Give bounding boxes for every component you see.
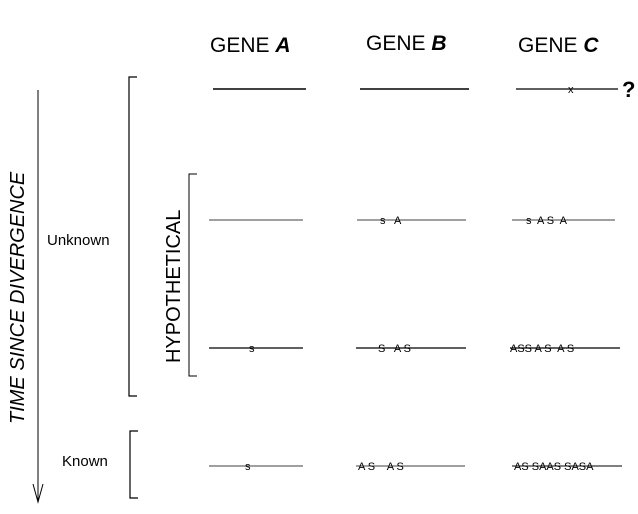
gene-a-marks-h2: s bbox=[249, 343, 255, 355]
gene-b-marks-h2: S A S bbox=[378, 343, 411, 355]
gene-b-marks-known: A S A S bbox=[358, 461, 404, 473]
gene-c-marks-h2: ASS A S A S bbox=[510, 343, 574, 355]
unknown-label: Unknown bbox=[47, 232, 110, 249]
hypothetical-bracket bbox=[188, 173, 197, 377]
gene-a-header: GENE A bbox=[210, 34, 291, 57]
time-axis-arrowhead bbox=[32, 483, 44, 504]
gene-c-marks-known: AS SAAS SASA bbox=[514, 461, 594, 473]
gene-c-marks-h1: s A S A bbox=[526, 215, 568, 227]
known-bracket bbox=[129, 430, 138, 499]
unknown-bracket bbox=[128, 76, 137, 397]
time-axis-label: TIME SINCE DIVERGENCE bbox=[7, 171, 29, 424]
gene-b-marks-h1: s A bbox=[380, 215, 402, 227]
gene-c-header: GENE C bbox=[518, 34, 599, 57]
gene-b-header: GENE B bbox=[366, 32, 447, 55]
gene-c-mark-top: x bbox=[568, 84, 574, 96]
hypothetical-label: HYPOTHETICAL bbox=[163, 210, 185, 363]
question-mark: ? bbox=[622, 77, 635, 102]
known-label: Known bbox=[62, 453, 108, 470]
gene-a-marks-known: s bbox=[245, 461, 251, 473]
